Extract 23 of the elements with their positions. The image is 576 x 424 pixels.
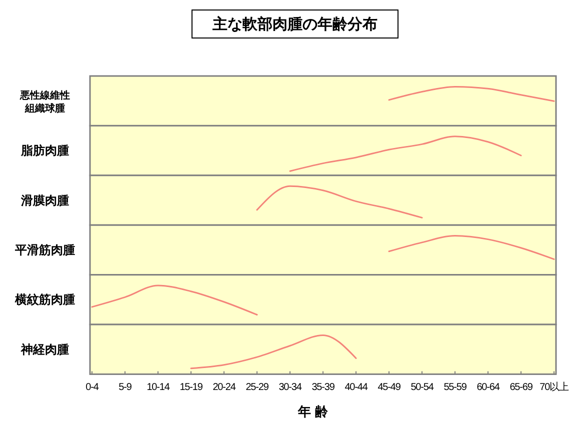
y-axis-title: 悪性線維性組織球腫 — [19, 89, 70, 114]
x-tick-label: 25-29 — [246, 382, 270, 394]
x-tick-label: 55-59 — [444, 382, 468, 394]
y-axis-title: 滑膜肉腫 — [20, 193, 69, 208]
x-tick-label: 35-39 — [312, 382, 336, 394]
x-tick-label: 10-14 — [146, 382, 170, 394]
x-tick-label: 60-64 — [476, 382, 500, 394]
x-tick-label: 0-4 — [86, 382, 100, 394]
x-tick-label: 70以上 — [540, 381, 569, 394]
y-axis-title: 神経肉腫 — [20, 342, 69, 356]
x-tick-label: 45-49 — [378, 382, 402, 394]
x-tick-label: 5-9 — [118, 382, 132, 394]
x-axis-title: 年 齢 — [297, 404, 329, 420]
y-axis-title: 脂肪肉腫 — [20, 144, 69, 158]
y-axis-title: 横紋筋肉腫 — [14, 292, 75, 307]
x-tick-label: 65-69 — [510, 382, 534, 394]
x-tick-label: 40-44 — [344, 382, 368, 394]
x-tick-label: 20-24 — [212, 382, 236, 394]
chart-title: 主な軟部肉腫の年齢分布 — [212, 15, 378, 33]
x-tick-label: 15-19 — [180, 382, 204, 394]
x-tick-label: 50-54 — [410, 382, 434, 394]
y-axis-title: 平滑筋肉腫 — [14, 242, 75, 257]
x-tick-label: 30-34 — [278, 382, 302, 394]
